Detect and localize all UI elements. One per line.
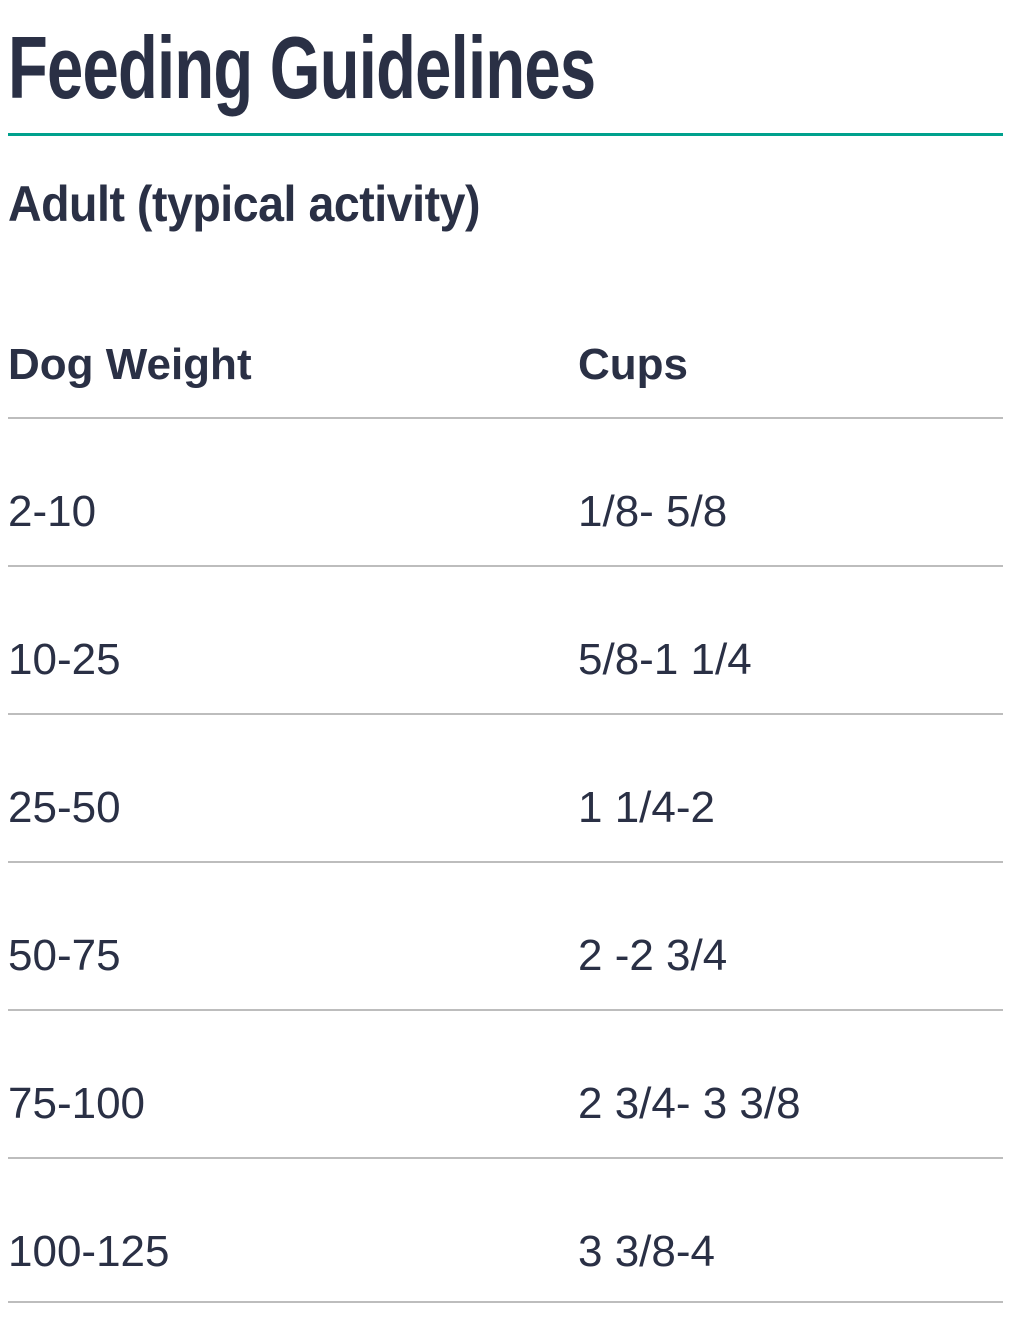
cell-dog-weight: 25-50 (8, 783, 121, 832)
table-row: 25-50 1 1/4-2 (8, 715, 1003, 863)
cell-cups: 1/8- 5/8 (578, 487, 728, 536)
page-title: Feeding Guidelines (8, 18, 596, 117)
cell-dog-weight: 2-10 (8, 487, 97, 536)
cell-cups: 2 3/4- 3 3/8 (578, 1079, 801, 1128)
cell-dog-weight: 100-125 (8, 1227, 170, 1276)
column-header-cups: Cups (578, 340, 688, 389)
table-row: 75-100 2 3/4- 3 3/8 (8, 1011, 1003, 1159)
table-row: 2-10 1/8- 5/8 (8, 419, 1003, 567)
cell-cups: 3 3/8-4 (578, 1227, 715, 1276)
cell-dog-weight: 50-75 (8, 931, 121, 980)
table-row: 100-125 3 3/8-4 (8, 1159, 1003, 1303)
table-row: 50-75 2 -2 3/4 (8, 863, 1003, 1011)
column-header-dog-weight: Dog Weight (8, 340, 252, 389)
cell-cups: 1 1/4-2 (578, 783, 715, 832)
cell-cups: 5/8-1 1/4 (578, 635, 752, 684)
table-row: 10-25 5/8-1 1/4 (8, 567, 1003, 715)
accent-divider (8, 133, 1003, 136)
feeding-guidelines-section: Feeding Guidelines Adult (typical activi… (0, 22, 1010, 1303)
feeding-table: Dog Weight Cups 2-10 1/8- 5/8 10-25 5/8-… (8, 342, 1003, 1303)
cell-dog-weight: 10-25 (8, 635, 121, 684)
section-heading: Adult (typical activity) (8, 176, 481, 232)
cell-cups: 2 -2 3/4 (578, 931, 728, 980)
cell-dog-weight: 75-100 (8, 1079, 146, 1128)
table-header-row: Dog Weight Cups (8, 342, 1003, 419)
